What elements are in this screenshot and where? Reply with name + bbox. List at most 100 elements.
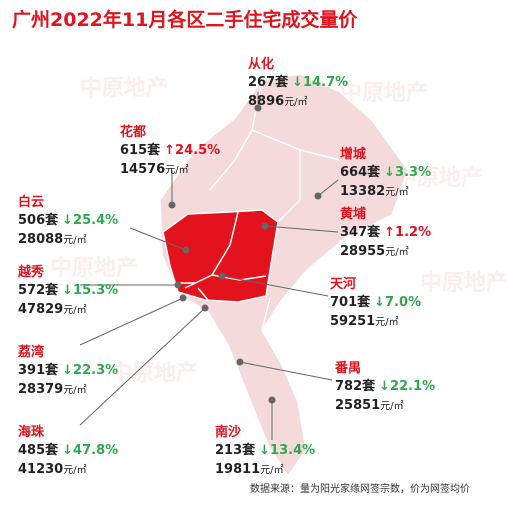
district-name: 番禺	[334, 360, 361, 376]
district-border	[209, 79, 341, 331]
price: 19811	[215, 462, 260, 477]
change: ↓47.8%	[62, 443, 118, 458]
volume-line: 701套 ↓7.0%	[330, 294, 421, 310]
price: 47829	[18, 302, 63, 317]
price-line: 14576元/㎡	[120, 162, 189, 177]
volume: 485	[18, 443, 45, 458]
watermarks: 中原地产 中原地产 中原地产 中原地产 中原地产 中原地产	[50, 76, 508, 386]
change: ↓22.1%	[379, 379, 435, 394]
price: 14576	[120, 162, 165, 177]
district-name: 荔湾	[17, 344, 44, 360]
price-line: 13382元/㎡	[340, 184, 409, 199]
price-line: 8896元/㎡	[248, 94, 308, 109]
district-label: 番禺 782套 ↓22.1% 25851元/㎡	[334, 360, 435, 413]
district-label: 黄埔 347套 ↑1.2% 28955元/㎡	[340, 206, 431, 259]
volume-line: 213套 ↓13.4%	[215, 442, 315, 458]
volume-line: 664套 ↓3.3%	[340, 164, 431, 180]
volume: 213	[215, 443, 242, 458]
volume: 347	[340, 225, 367, 240]
volume-line: 506套 ↓25.4%	[18, 212, 118, 228]
price: 59251	[330, 314, 375, 329]
change: ↓15.3%	[62, 283, 118, 298]
volume-unit: 套	[44, 362, 59, 378]
price-line: 28955元/㎡	[340, 244, 409, 259]
volume: 782	[335, 379, 362, 394]
district-label: 白云 506套 ↓25.4% 28088元/㎡	[18, 194, 118, 247]
watermark: 中原地产	[420, 271, 508, 296]
volume-line: 615套 ↑24.5%	[120, 142, 220, 158]
price-unit: 元/㎡	[63, 304, 86, 316]
volume-unit: 套	[146, 142, 161, 158]
price-unit: 元/㎡	[380, 400, 403, 412]
district-name: 越秀	[17, 264, 45, 280]
district-name: 从化	[248, 56, 274, 72]
district-label: 从化 267套 ↓14.7% 8896元/㎡	[248, 56, 348, 109]
change: ↓3.3%	[384, 165, 431, 180]
watermark: 中原地产	[50, 256, 138, 281]
district-name: 花都	[120, 124, 146, 140]
volume: 701	[330, 295, 357, 310]
volume-unit: 套	[44, 442, 59, 458]
district-name: 增城	[340, 146, 366, 162]
volume-unit: 套	[366, 224, 381, 240]
volume: 664	[340, 165, 367, 180]
price-unit: 元/㎡	[63, 234, 86, 246]
volume-line: 572套 ↓15.3%	[18, 282, 118, 298]
price-line: 28379元/㎡	[18, 382, 87, 397]
change: ↑1.2%	[384, 225, 431, 240]
change: ↓13.4%	[259, 443, 315, 458]
volume-line: 782套 ↓22.1%	[335, 378, 435, 394]
district-border	[180, 211, 267, 301]
price-line: 41230元/㎡	[18, 462, 87, 477]
price-line: 19811元/㎡	[215, 462, 284, 477]
price-unit: 元/㎡	[385, 186, 408, 198]
volume-unit: 套	[274, 74, 289, 90]
district-name: 黄埔	[340, 206, 366, 222]
volume-line: 347套 ↑1.2%	[340, 224, 431, 240]
volume-unit: 套	[356, 294, 371, 310]
watermark: 中原地产	[395, 166, 483, 191]
district-name: 天河	[330, 276, 356, 292]
price: 28955	[340, 244, 385, 259]
district-name: 海珠	[18, 424, 45, 440]
price-unit: 元/㎡	[375, 316, 398, 328]
watermark: 中原地产	[80, 76, 168, 101]
watermark: 中原地产	[340, 81, 428, 106]
price-unit: 元/㎡	[63, 464, 86, 476]
volume: 506	[18, 213, 45, 228]
volume-line: 485套 ↓47.8%	[18, 442, 118, 458]
change: ↓22.3%	[62, 363, 118, 378]
watermark: 中原地产	[110, 361, 198, 386]
price-line: 25851元/㎡	[335, 398, 404, 413]
district-name: 南沙	[215, 424, 241, 440]
volume-line: 267套 ↓14.7%	[248, 74, 348, 90]
volume-unit: 套	[241, 442, 256, 458]
volume: 267	[248, 75, 275, 90]
price-line: 47829元/㎡	[18, 302, 87, 317]
district-label: 花都 615套 ↑24.5% 14576元/㎡	[120, 124, 220, 177]
change: ↑24.5%	[164, 143, 220, 158]
district-label: 荔湾 391套 ↓22.3% 28379元/㎡	[17, 344, 118, 397]
price-line: 28088元/㎡	[18, 232, 87, 247]
volume-line: 391套 ↓22.3%	[18, 362, 118, 378]
price-unit: 元/㎡	[63, 384, 86, 396]
price: 25851	[335, 398, 380, 413]
central-districts	[162, 209, 279, 303]
price: 8896	[248, 94, 284, 109]
price-line: 59251元/㎡	[330, 314, 399, 329]
map	[159, 73, 409, 478]
volume-unit: 套	[44, 212, 59, 228]
price: 28379	[18, 382, 63, 397]
source: 数据来源：量为阳光家缘网签宗数，价为网签均价	[250, 482, 470, 495]
volume: 572	[18, 283, 45, 298]
price-unit: 元/㎡	[165, 164, 188, 176]
price: 41230	[18, 462, 63, 477]
price: 13382	[340, 184, 385, 199]
district-label: 海珠 485套 ↓47.8% 41230元/㎡	[18, 424, 118, 477]
price-unit: 元/㎡	[385, 246, 408, 258]
district-label: 天河 701套 ↓7.0% 59251元/㎡	[330, 276, 421, 329]
volume-unit: 套	[366, 164, 381, 180]
price-unit: 元/㎡	[260, 464, 283, 476]
district-name: 白云	[18, 194, 44, 210]
